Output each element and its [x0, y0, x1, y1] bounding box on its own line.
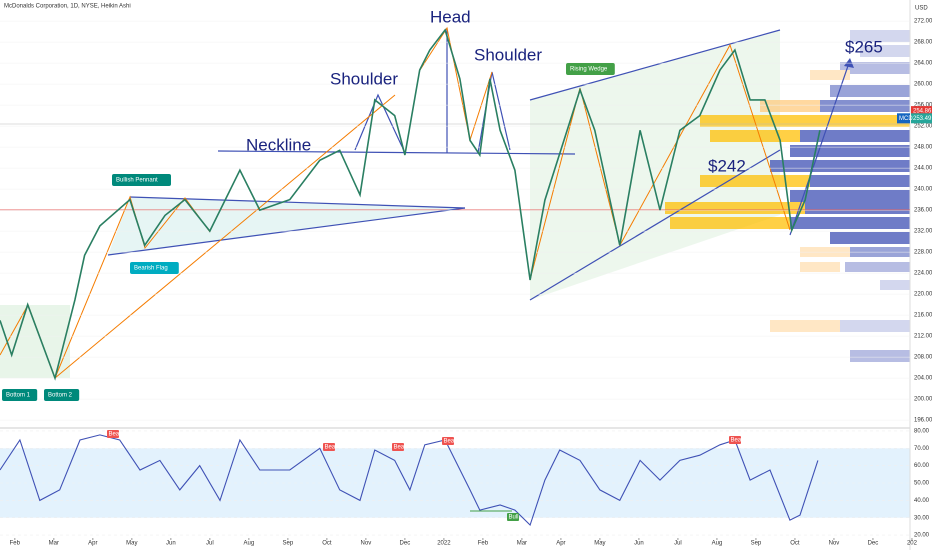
- pennant-area: [108, 197, 465, 255]
- x-tick-label: Dec: [400, 541, 411, 547]
- y-tick-label: 80.00: [914, 429, 930, 435]
- y-tick-label: 240.00: [914, 187, 932, 193]
- y-tick-label: 228.00: [914, 250, 932, 256]
- x-tick-label: Oct: [790, 541, 800, 547]
- y-tick-label: 232.00: [914, 229, 932, 235]
- x-tick-label: Jun: [634, 541, 644, 547]
- label-box: [566, 63, 615, 75]
- x-tick-label: Nov: [829, 541, 840, 547]
- signal-box: [323, 443, 335, 451]
- x-tick-label: Apr: [88, 541, 97, 547]
- y-tick-label: 204.00: [914, 376, 932, 382]
- y-tick-label: 260.00: [914, 82, 932, 88]
- signal-box: [392, 443, 404, 451]
- series-tag: MCD: [899, 116, 913, 122]
- label-box: [44, 389, 80, 401]
- x-tick-label: Oct: [322, 541, 332, 547]
- y-tick-label: 70.00: [914, 446, 930, 452]
- volume-profile: [665, 30, 910, 362]
- signal: Bull: [509, 515, 519, 521]
- label: Bottom 2: [48, 393, 73, 399]
- signal-box: [107, 430, 119, 438]
- annotation: $265: [845, 37, 883, 56]
- y-tick-label: 200.00: [914, 397, 932, 403]
- x-tick-label: Mar: [49, 541, 59, 547]
- y-tick-label: 50.00: [914, 481, 930, 487]
- label: Bottom 1: [6, 393, 31, 399]
- y-tick-label: 256.00: [914, 103, 932, 109]
- signal: Bear: [109, 432, 122, 438]
- y-tick-label: 244.00: [914, 166, 932, 172]
- signal: Bear: [325, 445, 338, 451]
- signal-box: [507, 513, 519, 521]
- y-tick-label: 248.00: [914, 145, 932, 151]
- annotation: Shoulder: [474, 45, 542, 64]
- y-tick-label: 212.00: [914, 334, 932, 340]
- signal: Bear: [444, 439, 457, 445]
- y-tick-label: 30.00: [914, 515, 930, 521]
- y-tick-label: 220.00: [914, 292, 932, 298]
- price-tag: 253.49: [913, 116, 932, 122]
- x-tick-label: Aug: [712, 541, 723, 547]
- y-tick-label: 40.00: [914, 498, 930, 504]
- x-tick-label: Dec: [868, 541, 879, 547]
- x-tick-label: Aug: [244, 541, 255, 547]
- x-tick-label: Sep: [283, 541, 294, 547]
- signal-box: [442, 437, 454, 445]
- annotation: Head: [430, 7, 471, 26]
- signal: Bear: [394, 445, 407, 451]
- x-tick-label: 2022: [437, 541, 451, 547]
- annotation: Neckline: [246, 135, 311, 154]
- series-tag-bg: [897, 113, 910, 124]
- label-box: [112, 174, 171, 186]
- y-tick-label: 216.00: [914, 313, 932, 319]
- y-tick-label: 252.00: [914, 124, 932, 130]
- label-box: [130, 262, 179, 274]
- y-tick-label: 208.00: [914, 355, 932, 361]
- y-tick-label: 268.00: [914, 40, 932, 46]
- x-tick-label: Jul: [206, 541, 214, 547]
- label: Rising Wedge: [570, 67, 608, 73]
- x-tick-label: Mar: [517, 541, 527, 547]
- signal: Bear: [731, 438, 744, 444]
- annotation: Shoulder: [330, 69, 398, 88]
- label-box: [2, 389, 38, 401]
- chart-title: McDonalds Corporation, 1D, NYSE, Heikin …: [4, 4, 131, 10]
- x-tick-label: Feb: [478, 541, 489, 547]
- signal-box: [729, 436, 741, 444]
- x-tick-label: May: [126, 541, 137, 547]
- x-tick-label: Jun: [166, 541, 176, 547]
- x-tick-label: 202: [907, 541, 918, 547]
- y-tick-label: 264.00: [914, 61, 932, 67]
- label: Bearish Flag: [134, 266, 168, 272]
- price-line: [0, 28, 821, 381]
- y-tick-label: 60.00: [914, 463, 930, 469]
- price-tag-bg: [911, 106, 932, 117]
- y-tick-label: 272.00: [914, 19, 932, 25]
- annotation: $242: [708, 156, 746, 175]
- wedge-area: [530, 30, 780, 300]
- price-line: [0, 434, 819, 527]
- y-tick-label: 196.00: [914, 418, 932, 424]
- price-tag-bg: [911, 113, 932, 124]
- x-tick-label: Feb: [10, 541, 21, 547]
- label: Bullish Pennant: [116, 178, 158, 184]
- y-tick-label: 20.00: [914, 533, 930, 539]
- x-tick-label: Jul: [674, 541, 682, 547]
- y-tick-label: 236.00: [914, 208, 932, 214]
- currency: USD: [915, 6, 928, 12]
- x-tick-label: May: [594, 541, 605, 547]
- y-tick-label: 224.00: [914, 271, 932, 277]
- x-tick-label: Sep: [751, 541, 762, 547]
- x-tick-label: Nov: [361, 541, 372, 547]
- x-tick-label: Apr: [556, 541, 565, 547]
- price-tag: 254.86: [913, 109, 932, 115]
